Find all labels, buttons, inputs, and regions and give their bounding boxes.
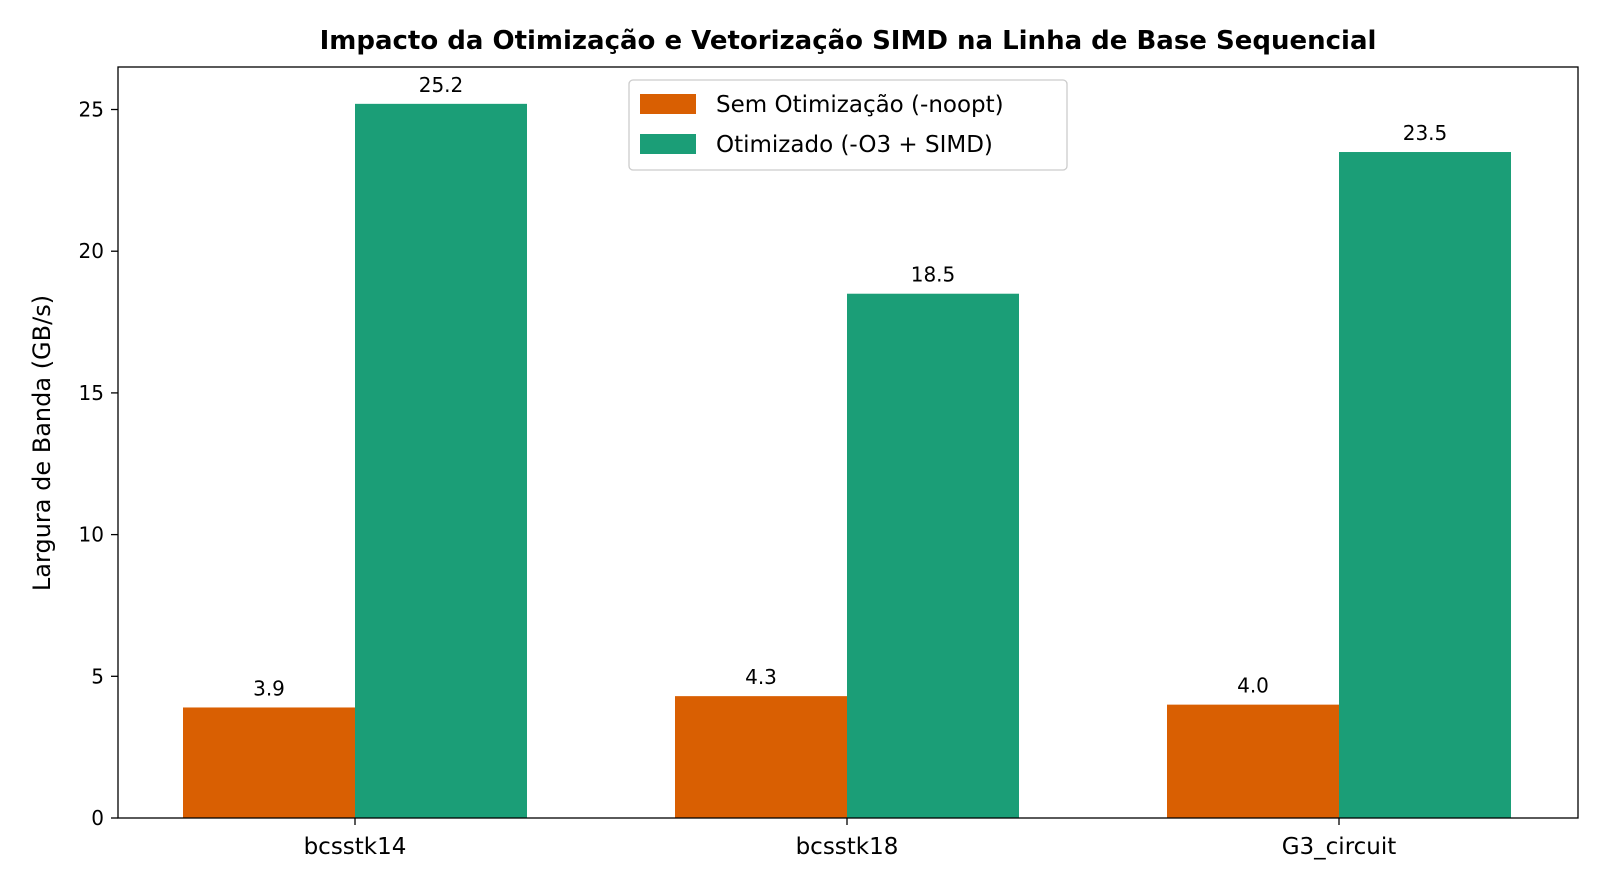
x-tick-label-bcsstk14: bcsstk14 [304,834,407,860]
legend-label-1: Otimizado (-O3 + SIMD) [716,132,993,158]
y-tick-label-5: 5 [91,664,104,688]
bars-group [183,103,1511,819]
legend-box [628,79,1068,171]
bar-bcsstk14-series-1 [355,103,527,819]
y-tick-label-25: 25 [79,98,104,122]
bar-G3_circuit-series-1 [1339,152,1511,819]
x-axis: bcsstk14 bcsstk18 G3_circuit [304,818,1397,860]
data-label-G3_circuit-series-1: 23.5 [1403,121,1448,145]
y-tick-label-15: 15 [79,381,104,405]
x-tick-label-bcsstk18: bcsstk18 [796,834,899,860]
bar-bcsstk18-series-1 [847,293,1019,818]
legend-label-0: Sem Otimização (-noopt) [716,92,1004,118]
plot-frame [117,66,1579,819]
y-tick-label-0: 0 [91,806,104,830]
y-tick-label-20: 20 [79,239,104,263]
data-label-bcsstk18-series-1: 18.5 [911,263,956,287]
data-label-G3_circuit-series-0: 4.0 [1237,674,1269,698]
data-label-bcsstk18-series-0: 4.3 [745,665,777,689]
data-label-bcsstk14-series-0: 3.9 [253,676,285,700]
bar-bcsstk18-series-0 [675,696,847,818]
legend: Sem Otimização (-noopt) Otimizado (-O3 + … [628,79,1068,171]
data-label-bcsstk14-series-1: 25.2 [419,73,464,97]
legend-swatch-1 [640,134,696,154]
legend-swatch-0 [640,94,696,114]
x-tick-label-G3_circuit: G3_circuit [1282,834,1397,860]
y-axis: 0 5 10 15 20 25 [79,98,118,830]
bar-bcsstk14-series-0 [183,707,355,818]
y-tick-label-10: 10 [79,523,104,547]
chart-title: Impacto da Otimização e Vetorização SIMD… [320,26,1377,56]
data-labels-group: 3.9 25.2 4.3 18.5 4.0 23.5 [253,73,1447,701]
y-axis-label: Largura de Banda (GB/s) [28,295,56,591]
bar-G3_circuit-series-0 [1167,704,1339,818]
